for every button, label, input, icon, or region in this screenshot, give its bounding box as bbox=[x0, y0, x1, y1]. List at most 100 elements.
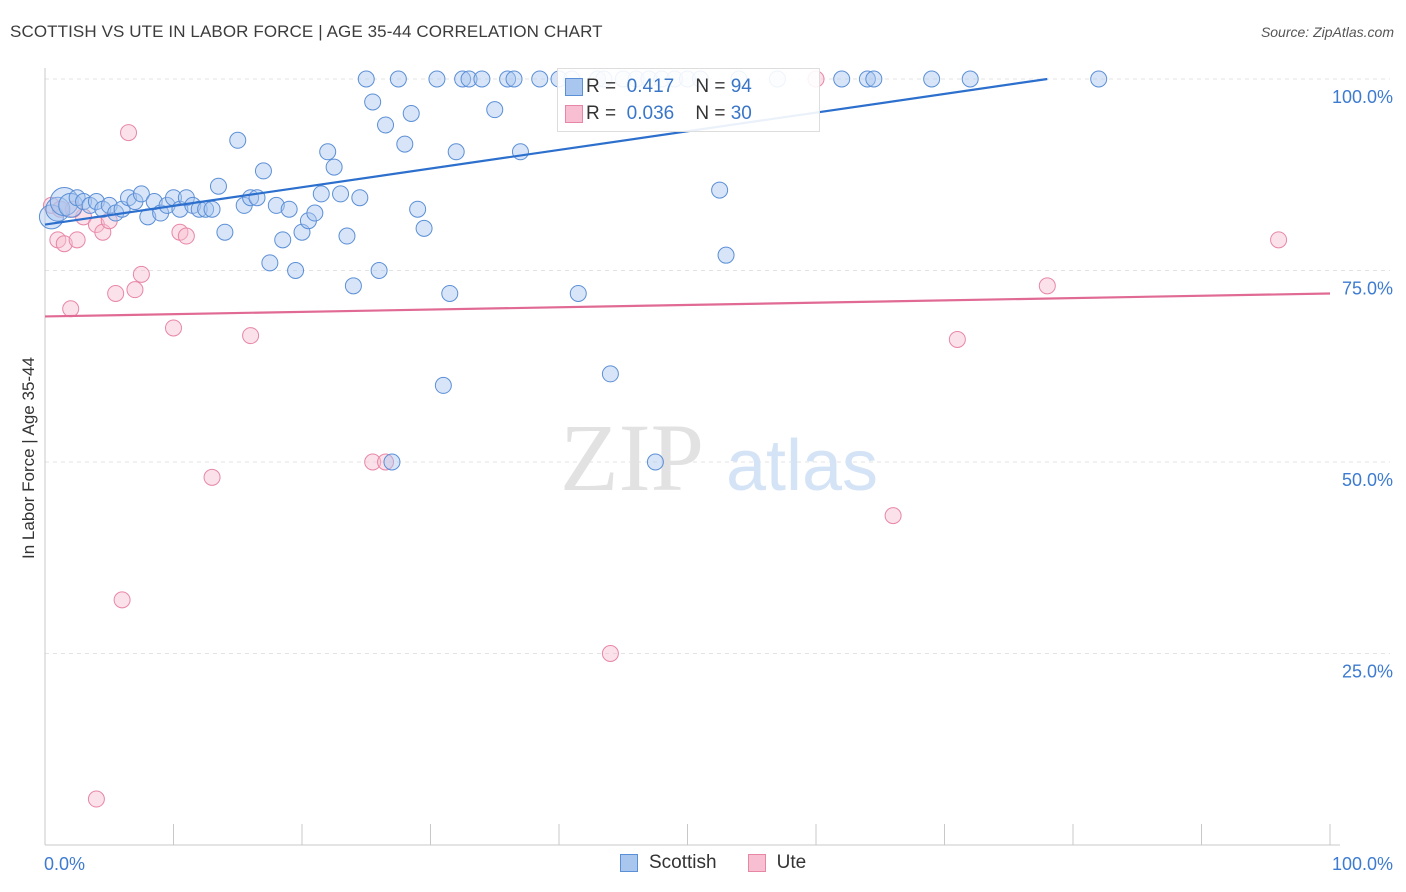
data-point bbox=[287, 262, 305, 279]
data-point bbox=[460, 70, 478, 88]
legend-item-ute[interactable]: Ute bbox=[747, 852, 807, 874]
y-tick-label: 75.0% bbox=[1342, 279, 1393, 299]
data-point bbox=[55, 235, 73, 253]
data-point bbox=[312, 185, 330, 203]
data-point bbox=[351, 189, 369, 207]
data-point bbox=[865, 70, 883, 88]
data-point bbox=[177, 227, 195, 245]
data-point bbox=[396, 135, 414, 153]
data-point bbox=[1270, 231, 1288, 249]
data-point bbox=[261, 254, 279, 272]
data-point bbox=[203, 200, 221, 218]
data-point bbox=[280, 200, 298, 218]
n-label: N = bbox=[695, 103, 726, 124]
watermark-atlas: atlas bbox=[726, 426, 878, 506]
watermark-zip: ZIP bbox=[560, 404, 704, 511]
data-point bbox=[209, 177, 227, 195]
legend-label-ute: Ute bbox=[776, 852, 807, 873]
data-point bbox=[242, 327, 260, 345]
data-point bbox=[383, 453, 401, 471]
data-point bbox=[319, 143, 337, 161]
data-point bbox=[364, 453, 382, 471]
data-point bbox=[62, 300, 80, 318]
data-point bbox=[377, 116, 395, 134]
data-point bbox=[306, 204, 324, 222]
r-value: 0.417 bbox=[626, 76, 675, 97]
data-point bbox=[42, 196, 60, 214]
data-point bbox=[370, 262, 388, 279]
data-point bbox=[601, 365, 619, 383]
data-point bbox=[132, 185, 150, 203]
stats-swatch-ute bbox=[565, 105, 583, 123]
data-point bbox=[216, 223, 234, 241]
data-point bbox=[409, 200, 427, 218]
data-point bbox=[120, 124, 138, 142]
data-point bbox=[267, 196, 285, 214]
data-point bbox=[113, 591, 131, 609]
r-label: R = bbox=[586, 103, 617, 124]
data-point bbox=[332, 185, 350, 203]
scottish-points bbox=[38, 70, 1108, 471]
data-point bbox=[357, 70, 375, 88]
data-point bbox=[499, 70, 517, 88]
y-tick-label: 100.0% bbox=[1332, 87, 1393, 107]
y-axis-label: In Labor Force | Age 35-44 bbox=[19, 357, 38, 559]
data-point bbox=[505, 70, 523, 88]
stats-row-ute: R = 0.036 N = 30 bbox=[565, 103, 752, 125]
x-tick-label: 100.0% bbox=[1332, 854, 1393, 874]
data-point bbox=[254, 162, 272, 180]
data-point bbox=[402, 104, 420, 122]
n-label: N = bbox=[695, 76, 726, 97]
data-point bbox=[1090, 70, 1108, 88]
legend-item-scottish[interactable]: Scottish bbox=[620, 852, 717, 874]
data-point bbox=[441, 284, 459, 302]
trend-lines bbox=[44, 77, 1331, 318]
data-point bbox=[126, 281, 144, 299]
data-point bbox=[454, 70, 472, 88]
data-point bbox=[344, 277, 362, 295]
data-point bbox=[325, 158, 343, 176]
data-point bbox=[68, 231, 86, 249]
y-tick-label: 25.0% bbox=[1342, 662, 1393, 682]
n-value: 30 bbox=[730, 103, 752, 124]
data-point bbox=[377, 453, 395, 471]
data-point bbox=[473, 70, 491, 88]
data-point bbox=[961, 70, 979, 88]
data-point bbox=[434, 376, 452, 394]
data-point bbox=[447, 143, 465, 161]
data-point bbox=[601, 645, 619, 662]
legend-swatch-ute bbox=[747, 854, 766, 872]
data-point bbox=[711, 181, 729, 199]
data-point bbox=[948, 330, 966, 348]
data-point bbox=[833, 70, 851, 88]
data-point bbox=[364, 93, 382, 111]
n-value: 94 bbox=[730, 76, 752, 97]
data-point bbox=[415, 219, 433, 237]
data-point bbox=[107, 284, 125, 302]
data-point bbox=[428, 70, 446, 88]
chart-title: SCOTTISH VS UTE IN LABOR FORCE | AGE 35-… bbox=[10, 22, 603, 41]
data-point bbox=[132, 265, 150, 283]
stats-box: R = 0.417 N = 94 R = 0.036 N = 30 bbox=[557, 68, 820, 132]
y-tick-label: 50.0% bbox=[1342, 470, 1393, 490]
grid-lines bbox=[45, 78, 1390, 654]
r-label: R = bbox=[586, 76, 617, 97]
legend-label-scottish: Scottish bbox=[649, 852, 717, 873]
data-point bbox=[203, 468, 221, 486]
axes bbox=[44, 68, 1340, 846]
data-point bbox=[531, 70, 549, 88]
x-tick-label: 0.0% bbox=[44, 854, 85, 874]
legend: Scottish Ute bbox=[620, 852, 837, 874]
data-point bbox=[389, 70, 407, 88]
data-point bbox=[923, 70, 941, 88]
trend-line bbox=[44, 77, 1048, 226]
data-point bbox=[338, 227, 356, 245]
data-point bbox=[87, 790, 105, 808]
source-label: Source: ZipAtlas.com bbox=[1260, 24, 1394, 40]
data-point bbox=[229, 131, 247, 149]
watermark: ZIP atlas bbox=[560, 404, 878, 511]
data-point bbox=[165, 319, 182, 337]
data-point bbox=[858, 70, 876, 88]
data-point bbox=[646, 453, 664, 471]
